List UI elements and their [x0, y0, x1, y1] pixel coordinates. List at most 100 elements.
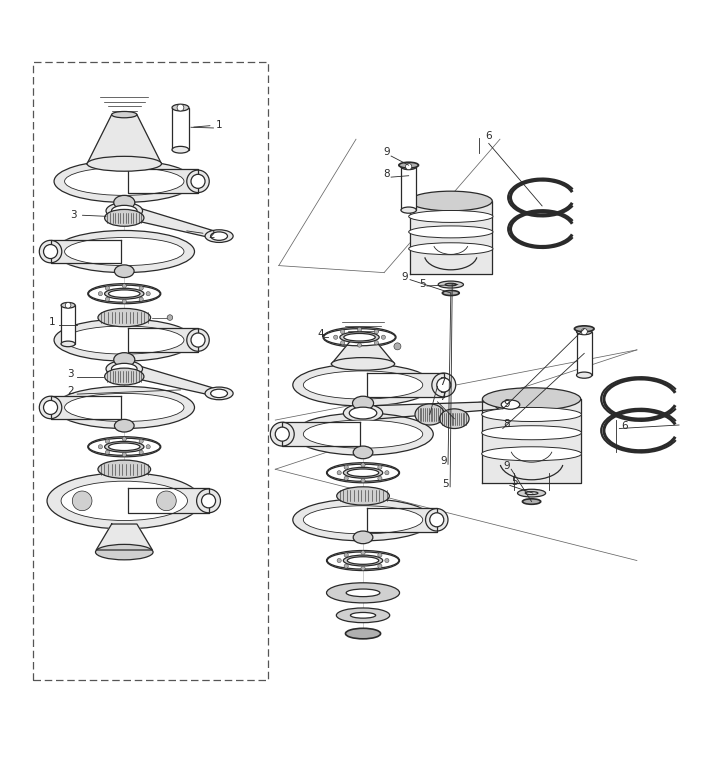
- Ellipse shape: [114, 353, 135, 367]
- Ellipse shape: [577, 372, 592, 378]
- Ellipse shape: [172, 104, 189, 111]
- Ellipse shape: [61, 481, 188, 521]
- Ellipse shape: [89, 285, 160, 302]
- Ellipse shape: [39, 396, 62, 419]
- Circle shape: [146, 445, 150, 449]
- Ellipse shape: [522, 499, 541, 504]
- Ellipse shape: [54, 387, 195, 429]
- Text: 9: 9: [383, 147, 390, 157]
- Circle shape: [73, 491, 92, 510]
- Ellipse shape: [445, 283, 456, 286]
- Ellipse shape: [324, 328, 396, 346]
- Ellipse shape: [87, 284, 161, 303]
- Ellipse shape: [346, 589, 380, 597]
- Bar: [401, 166, 417, 210]
- Bar: [61, 305, 75, 344]
- Circle shape: [139, 439, 143, 443]
- Ellipse shape: [293, 499, 434, 541]
- Ellipse shape: [54, 230, 195, 273]
- Ellipse shape: [525, 492, 538, 495]
- Circle shape: [105, 286, 109, 290]
- Ellipse shape: [353, 531, 373, 543]
- Ellipse shape: [205, 387, 233, 400]
- Polygon shape: [331, 339, 395, 364]
- Ellipse shape: [343, 405, 383, 422]
- Circle shape: [405, 164, 412, 169]
- Circle shape: [381, 335, 386, 339]
- Circle shape: [581, 328, 587, 335]
- Ellipse shape: [482, 408, 582, 422]
- Ellipse shape: [340, 332, 379, 343]
- Ellipse shape: [44, 401, 58, 415]
- Ellipse shape: [337, 487, 389, 505]
- Ellipse shape: [172, 147, 189, 153]
- Polygon shape: [87, 114, 161, 164]
- Ellipse shape: [323, 327, 396, 347]
- Circle shape: [177, 104, 184, 111]
- Circle shape: [98, 445, 102, 449]
- Ellipse shape: [350, 612, 376, 618]
- Text: 9: 9: [402, 271, 408, 281]
- Ellipse shape: [293, 364, 434, 406]
- Circle shape: [105, 450, 109, 455]
- Polygon shape: [128, 488, 209, 514]
- Polygon shape: [51, 240, 121, 263]
- Circle shape: [122, 437, 126, 441]
- Ellipse shape: [106, 361, 142, 377]
- Circle shape: [105, 439, 109, 443]
- Polygon shape: [51, 395, 121, 419]
- Text: 6: 6: [621, 420, 627, 430]
- Ellipse shape: [211, 232, 228, 241]
- Ellipse shape: [575, 326, 594, 332]
- Polygon shape: [123, 362, 220, 397]
- Circle shape: [337, 470, 341, 475]
- Circle shape: [146, 292, 150, 296]
- Circle shape: [344, 476, 348, 481]
- Ellipse shape: [95, 544, 153, 560]
- Circle shape: [374, 341, 379, 345]
- Text: 7: 7: [439, 393, 446, 402]
- Ellipse shape: [275, 427, 289, 441]
- Ellipse shape: [344, 333, 375, 341]
- Bar: [172, 107, 189, 150]
- Ellipse shape: [517, 489, 546, 497]
- Ellipse shape: [327, 552, 399, 569]
- Ellipse shape: [343, 467, 383, 478]
- Ellipse shape: [54, 160, 195, 202]
- Ellipse shape: [109, 443, 140, 451]
- Ellipse shape: [98, 308, 151, 327]
- Ellipse shape: [87, 437, 161, 457]
- Ellipse shape: [114, 419, 134, 432]
- Text: 3: 3: [67, 368, 73, 379]
- Text: 7: 7: [439, 377, 446, 387]
- Ellipse shape: [202, 494, 216, 508]
- Ellipse shape: [65, 326, 184, 354]
- Ellipse shape: [61, 303, 75, 308]
- Circle shape: [374, 329, 379, 334]
- Polygon shape: [128, 328, 198, 352]
- Circle shape: [341, 329, 345, 334]
- Circle shape: [357, 327, 362, 332]
- Ellipse shape: [293, 413, 434, 456]
- Text: 6: 6: [486, 131, 492, 141]
- Ellipse shape: [399, 162, 419, 168]
- Ellipse shape: [187, 328, 209, 351]
- Ellipse shape: [410, 191, 492, 211]
- Text: 1: 1: [194, 120, 222, 130]
- Ellipse shape: [409, 226, 493, 238]
- Ellipse shape: [111, 363, 137, 374]
- Ellipse shape: [191, 174, 205, 188]
- Ellipse shape: [303, 506, 423, 534]
- Ellipse shape: [353, 446, 373, 459]
- Ellipse shape: [197, 489, 221, 513]
- Text: 3: 3: [70, 210, 106, 220]
- Circle shape: [357, 343, 362, 347]
- Polygon shape: [128, 169, 198, 194]
- Text: 9: 9: [503, 461, 510, 471]
- Ellipse shape: [409, 210, 493, 223]
- Ellipse shape: [430, 513, 443, 527]
- Ellipse shape: [39, 241, 62, 263]
- Ellipse shape: [104, 289, 144, 299]
- Ellipse shape: [104, 368, 144, 385]
- Ellipse shape: [44, 245, 58, 259]
